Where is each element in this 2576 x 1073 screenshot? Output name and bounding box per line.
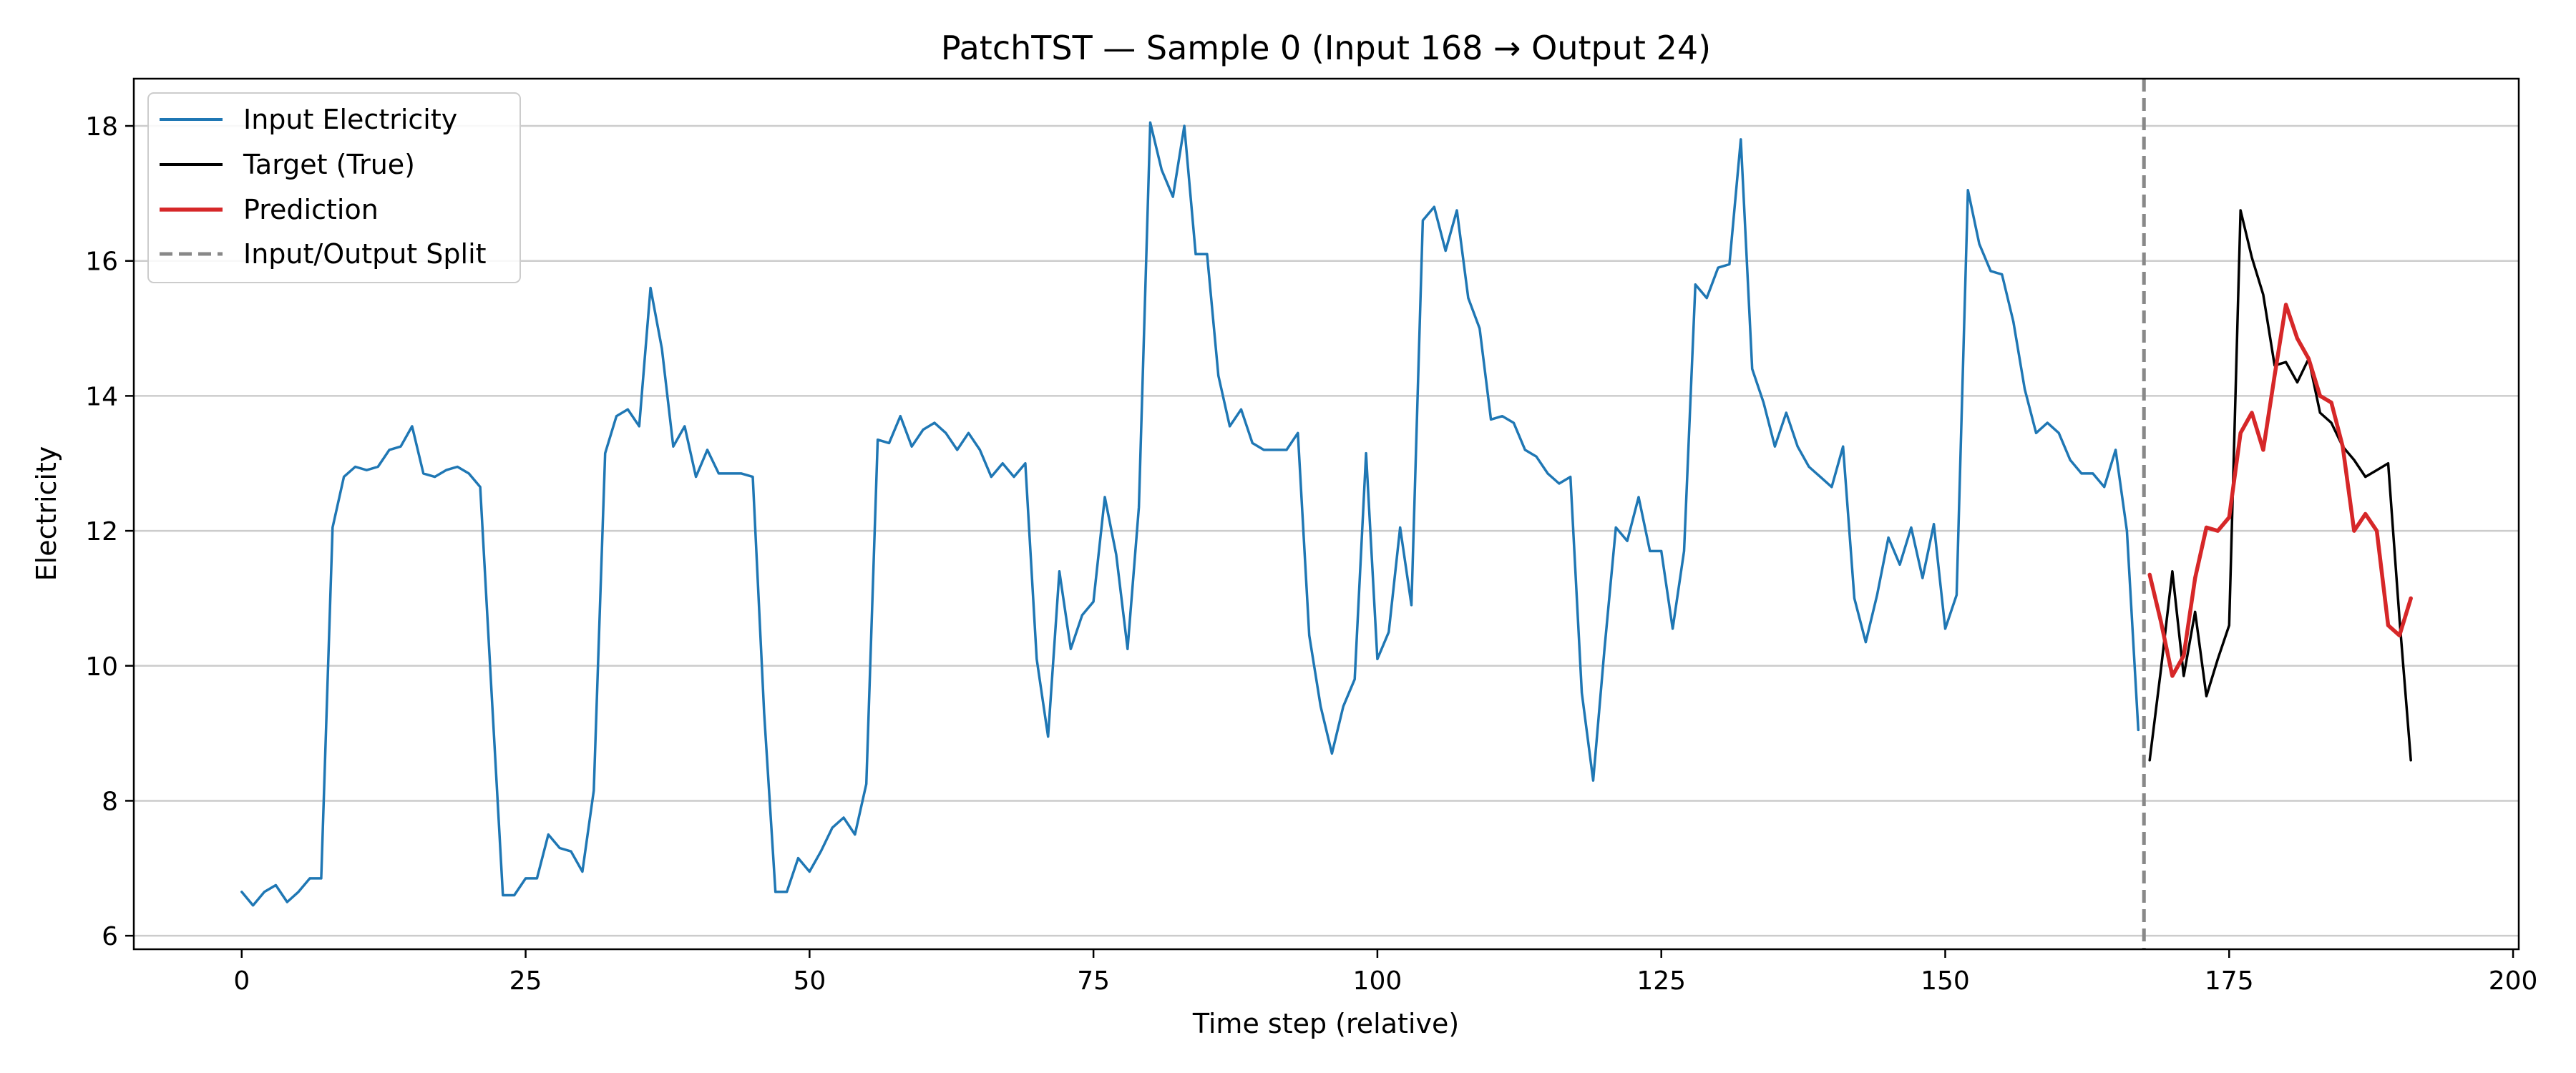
- series-lines: [240, 121, 2413, 907]
- y-tick-label: 10: [85, 652, 118, 682]
- legend-label-input: Input Electricity: [243, 104, 457, 135]
- y-axis-ticks: 6 8 10 12 14 16 18: [85, 112, 134, 951]
- y-tick-label: 14: [85, 382, 118, 411]
- x-tick-label: 50: [793, 966, 826, 996]
- x-tick-label: 200: [2489, 966, 2538, 996]
- x-axis-label: Time step (relative): [1192, 1008, 1459, 1039]
- target-true-line: [2148, 209, 2412, 762]
- x-tick-label: 150: [1921, 966, 1970, 996]
- prediction-line: [2147, 303, 2413, 678]
- x-tick-label: 25: [509, 966, 542, 996]
- chart-title: PatchTST — Sample 0 (Input 168 → Output …: [941, 29, 1711, 67]
- legend-label-prediction: Prediction: [243, 194, 379, 225]
- x-tick-label: 125: [1636, 966, 1686, 996]
- y-tick-label: 18: [85, 112, 118, 142]
- y-tick-label: 6: [102, 922, 118, 951]
- y-tick-label: 8: [102, 787, 118, 816]
- x-axis-ticks: 0 25 50 75 100 125 150 175 200: [233, 949, 2537, 996]
- y-axis-label: Electricity: [31, 446, 62, 582]
- gridlines: [134, 124, 2519, 937]
- x-tick-label: 100: [1353, 966, 1402, 996]
- x-tick-label: 75: [1077, 966, 1110, 996]
- x-tick-label: 0: [233, 966, 250, 996]
- legend-label-target: Target (True): [243, 149, 415, 180]
- legend: Input Electricity Target (True) Predicti…: [147, 92, 521, 283]
- legend-box: [147, 92, 521, 283]
- y-tick-label: 16: [85, 248, 118, 277]
- plot-area-frame: [132, 77, 2520, 951]
- y-tick-label: 12: [85, 517, 118, 547]
- legend-label-split: Input/Output Split: [243, 238, 487, 270]
- input-electricity-line: [240, 121, 2140, 907]
- x-tick-label: 175: [2205, 966, 2254, 996]
